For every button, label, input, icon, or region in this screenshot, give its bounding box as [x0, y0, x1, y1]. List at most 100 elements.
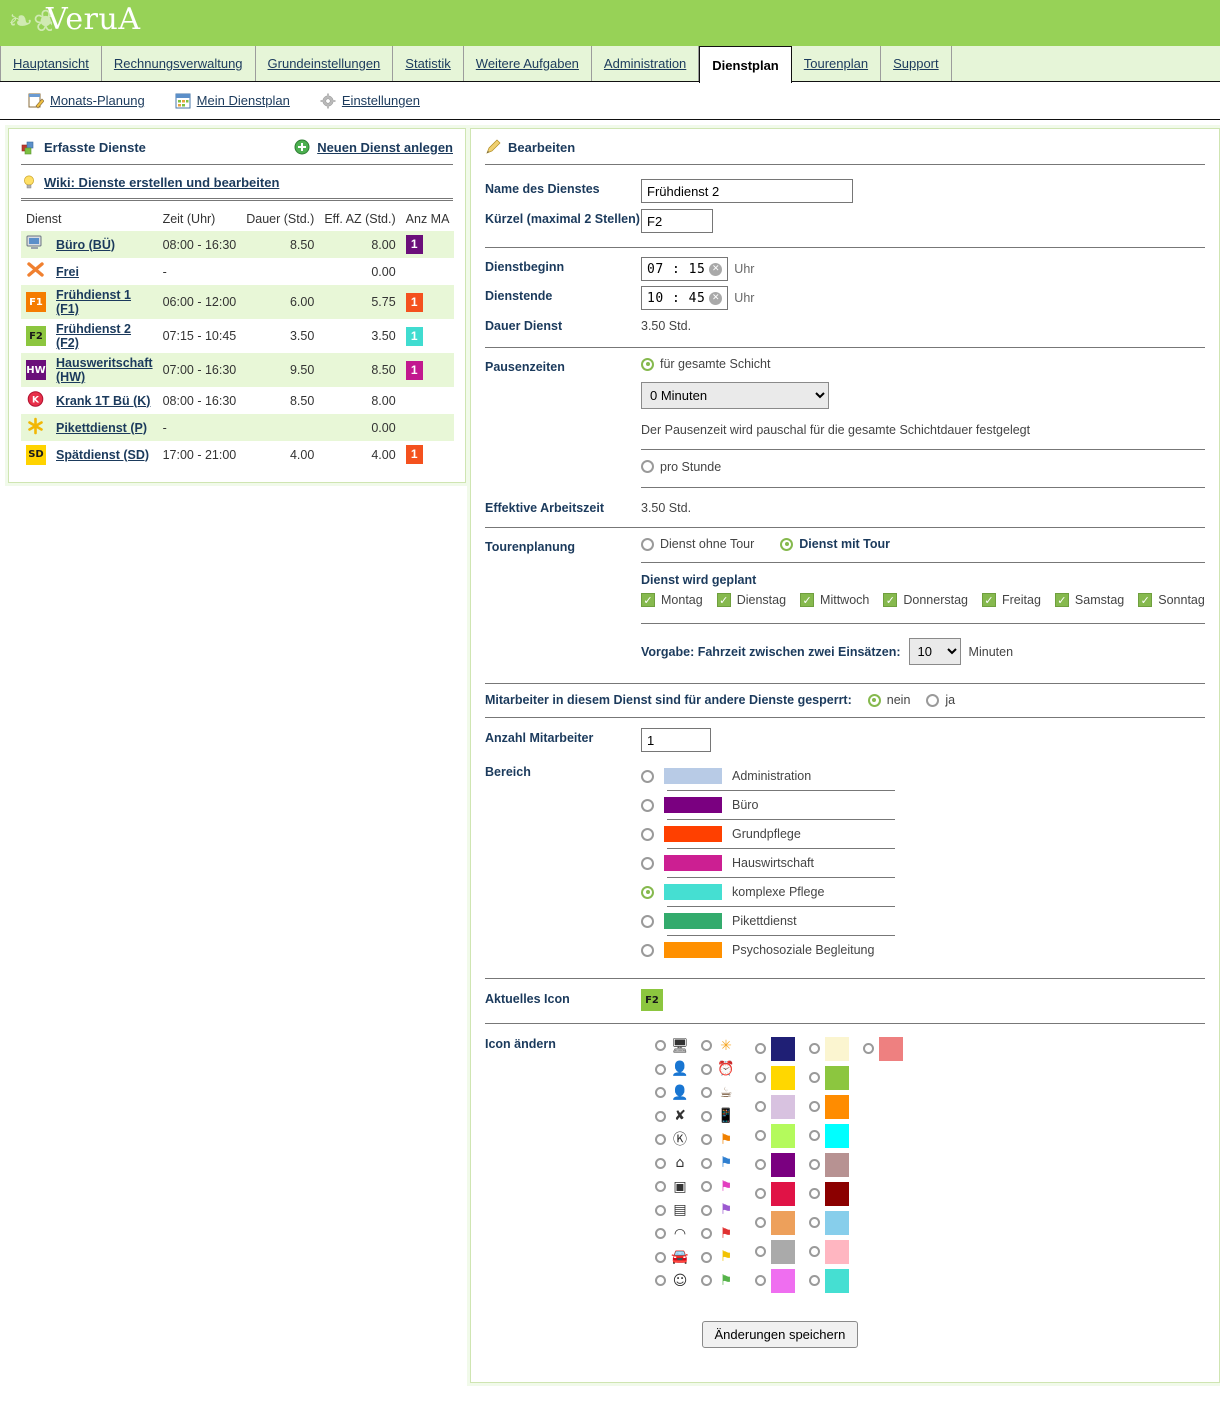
weekday-freitag[interactable]: ✓ Freitag: [982, 593, 1041, 607]
dienst-link[interactable]: Frühdienst 1 (F1): [56, 288, 132, 316]
radio-bereich[interactable]: [641, 885, 654, 899]
icon-option[interactable]: ✘: [655, 1105, 689, 1129]
tab-dienstplan[interactable]: Dienstplan: [699, 46, 792, 83]
radio-color[interactable]: [755, 1159, 766, 1170]
radio-color[interactable]: [809, 1130, 820, 1141]
radio-bereich[interactable]: [641, 769, 654, 783]
icon-option[interactable]: ⚑: [701, 1128, 735, 1152]
checkbox[interactable]: ✓: [883, 593, 898, 607]
color-option[interactable]: [809, 1092, 849, 1121]
icon-option[interactable]: ✳: [701, 1034, 735, 1058]
name-des-dienstes-input[interactable]: [641, 179, 853, 203]
dienstbeginn-time-input[interactable]: 07 : 15 ✕: [641, 257, 729, 281]
bereich-option-grundpflege[interactable]: Grundpflege: [641, 820, 1205, 848]
tab-weitere-aufgaben[interactable]: Weitere Aufgaben: [463, 46, 592, 81]
icon-option[interactable]: ⚑: [701, 1152, 735, 1176]
color-option[interactable]: [755, 1034, 795, 1063]
color-option[interactable]: [809, 1237, 849, 1266]
icon-option[interactable]: Ⓚ: [655, 1128, 689, 1152]
bereich-option-pikettdienst[interactable]: Pikettdienst: [641, 907, 1205, 935]
radio-color[interactable]: [755, 1130, 766, 1141]
dienst-link[interactable]: Pikettdienst (P): [56, 420, 147, 435]
weekday-montag[interactable]: ✓ Montag: [641, 593, 703, 607]
tour-option-mit[interactable]: Dienst mit Tour: [780, 537, 890, 551]
radio-icon[interactable]: [701, 1251, 712, 1263]
radio-color[interactable]: [755, 1188, 766, 1199]
icon-option[interactable]: 👤: [655, 1058, 689, 1082]
tab-tourenplan[interactable]: Tourenplan: [791, 46, 882, 81]
weekday-mittwoch[interactable]: ✓ Mittwoch: [800, 593, 869, 607]
icon-option[interactable]: ▣: [655, 1175, 689, 1199]
radio-bereich[interactable]: [641, 827, 654, 841]
radio-color[interactable]: [809, 1043, 820, 1054]
dienst-link[interactable]: Frei: [56, 264, 79, 279]
radio-color[interactable]: [809, 1101, 820, 1112]
radio-icon[interactable]: [701, 1134, 712, 1146]
color-option[interactable]: [809, 1063, 849, 1092]
table-row[interactable]: F2 Frühdienst 2 (F2) 07:15 - 10:45 3.50 3.50…: [21, 319, 454, 353]
weekday-donnerstag[interactable]: ✓ Donnerstag: [883, 593, 968, 607]
bereich-option-psychosoziale-begleitung[interactable]: Psychosoziale Begleitung: [641, 936, 1205, 964]
gesperrt-option-ja[interactable]: ja: [926, 693, 955, 707]
radio-color[interactable]: [755, 1101, 766, 1112]
radio-icon[interactable]: [701, 1087, 712, 1099]
radio-icon[interactable]: [655, 1251, 666, 1263]
dienst-link[interactable]: Büro (BÜ): [56, 237, 116, 252]
radio-icon[interactable]: [655, 1134, 666, 1146]
radio-icon[interactable]: [701, 1275, 712, 1287]
tab-administration[interactable]: Administration: [591, 46, 700, 81]
bereich-option-komplexe-pflege[interactable]: komplexe Pflege: [641, 878, 1205, 906]
wiki-link[interactable]: Wiki: Dienste erstellen und bearbeiten: [44, 174, 280, 190]
tab-support[interactable]: Support: [881, 46, 952, 81]
icon-option[interactable]: 👤: [655, 1081, 689, 1105]
radio-color[interactable]: [755, 1246, 766, 1257]
radio-icon[interactable]: [701, 1110, 712, 1122]
kuerzel-input[interactable]: [641, 209, 713, 233]
radio-bereich[interactable]: [641, 943, 654, 957]
icon-option[interactable]: ⚑: [701, 1246, 735, 1270]
dienst-link[interactable]: Spätdienst (SD): [56, 447, 150, 462]
tab-grundeinstellungen[interactable]: Grundeinstellungen: [255, 46, 394, 81]
radio-color[interactable]: [755, 1043, 766, 1054]
icon-option[interactable]: 🚘: [655, 1246, 689, 1270]
radio-icon[interactable]: [701, 1181, 712, 1193]
radio-icon[interactable]: [655, 1275, 666, 1287]
radio-dienst-ohne-tour[interactable]: [641, 537, 654, 551]
table-row[interactable]: SD Spätdienst (SD) 17:00 - 21:00 4.00 4.00 1: [21, 441, 454, 468]
subnav-monats-planung[interactable]: Monats-Planung: [28, 93, 145, 109]
dienst-link[interactable]: Frühdienst 2 (F2): [56, 322, 132, 350]
radio-icon[interactable]: [655, 1063, 666, 1075]
color-option[interactable]: [755, 1121, 795, 1150]
radio-color[interactable]: [863, 1043, 874, 1054]
bereich-option-hauswirtschaft[interactable]: Hauswirtschaft: [641, 849, 1205, 877]
icon-option[interactable]: ⚑: [701, 1199, 735, 1223]
color-option[interactable]: [809, 1179, 849, 1208]
bereich-option-büro[interactable]: Büro: [641, 791, 1205, 819]
radio-color[interactable]: [809, 1072, 820, 1083]
pause-option-gesamte-schicht[interactable]: für gesamte Schicht: [641, 357, 770, 371]
neuen-dienst-anlegen-link[interactable]: Neuen Dienst anlegen: [317, 139, 453, 155]
color-option[interactable]: [755, 1266, 795, 1295]
radio-icon[interactable]: [701, 1157, 712, 1169]
table-row[interactable]: Pikettdienst (P) - 0.00: [21, 414, 455, 441]
radio-color[interactable]: [755, 1275, 766, 1286]
radio-icon[interactable]: [655, 1204, 666, 1216]
radio-color[interactable]: [809, 1275, 820, 1286]
radio-bereich[interactable]: [641, 914, 654, 928]
weekday-samstag[interactable]: ✓ Samstag: [1054, 593, 1124, 607]
checkbox[interactable]: ✓: [800, 593, 815, 607]
save-button[interactable]: Änderungen speichern: [701, 1321, 859, 1348]
color-option[interactable]: [755, 1092, 795, 1121]
bereich-option-administration[interactable]: Administration: [641, 762, 1205, 790]
color-option[interactable]: [809, 1121, 849, 1150]
subnav-mein-dienstplan[interactable]: Mein Dienstplan: [175, 93, 290, 109]
dienst-link[interactable]: Krank 1T Bü (K): [56, 393, 151, 408]
icon-option[interactable]: ⏰: [701, 1058, 735, 1082]
tab-hauptansicht[interactable]: Hauptansicht: [0, 46, 102, 81]
color-option[interactable]: [755, 1208, 795, 1237]
radio-color[interactable]: [755, 1217, 766, 1228]
checkbox[interactable]: ✓: [1054, 593, 1069, 607]
color-option[interactable]: [755, 1063, 795, 1092]
color-option[interactable]: [809, 1208, 849, 1237]
radio-icon[interactable]: [655, 1228, 666, 1240]
